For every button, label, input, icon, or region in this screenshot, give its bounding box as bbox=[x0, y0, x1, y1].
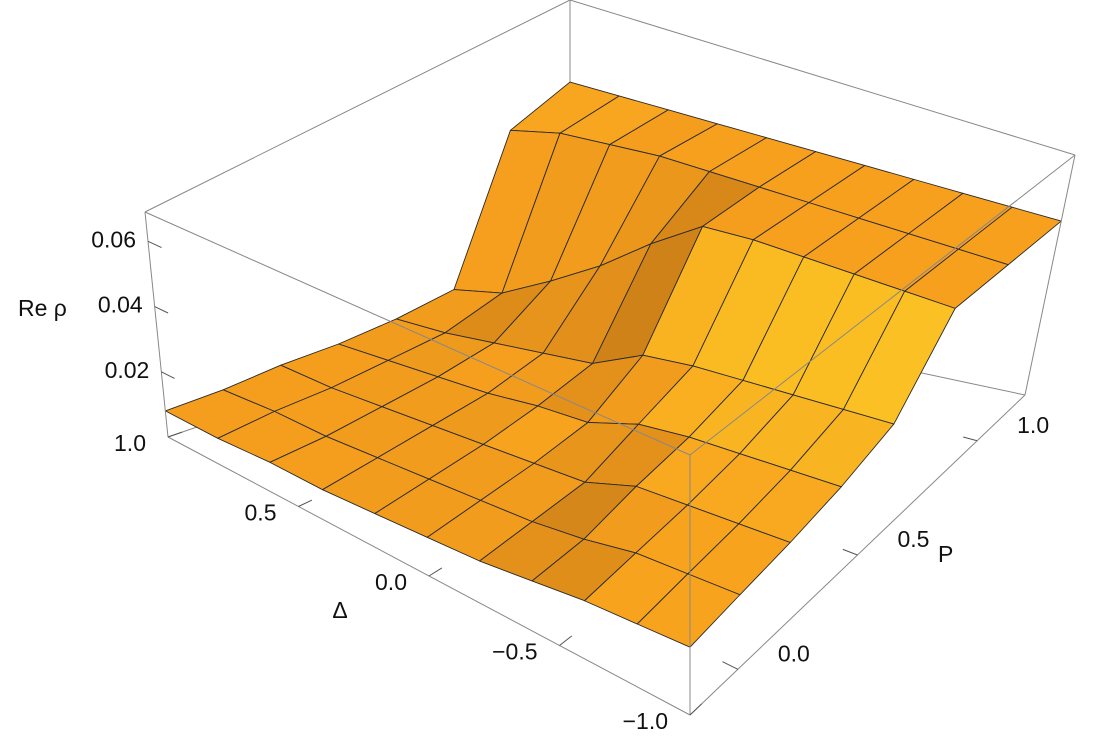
surface-patch bbox=[636, 573, 741, 648]
z-tick bbox=[147, 240, 162, 248]
x-tick bbox=[689, 703, 703, 716]
box-edge bbox=[1024, 154, 1076, 396]
y-tick-label: 1.0 bbox=[1017, 412, 1049, 438]
y-tick-label: 0.0 bbox=[778, 640, 810, 666]
box-edge bbox=[689, 154, 1076, 456]
z-tick-label: 0.02 bbox=[105, 357, 150, 383]
y-tick bbox=[722, 661, 739, 670]
z-axis-label: Re ρ bbox=[18, 295, 67, 321]
x-tick-label: 1.0 bbox=[114, 430, 146, 456]
x-tick bbox=[559, 635, 573, 646]
x-tick-label: −1.0 bbox=[623, 708, 668, 734]
y-tick bbox=[963, 436, 978, 442]
box-edge bbox=[144, 0, 571, 213]
x-tick bbox=[298, 499, 313, 507]
box-edge bbox=[144, 211, 169, 438]
z-tick bbox=[154, 306, 169, 314]
y-tick-label: 0.5 bbox=[898, 526, 930, 552]
y-axis-label: P bbox=[938, 541, 953, 567]
x-tick bbox=[167, 431, 183, 438]
z-tick bbox=[161, 371, 175, 379]
z-tick-label: 0.04 bbox=[98, 292, 143, 318]
x-tick-label: −0.5 bbox=[492, 639, 537, 665]
x-axis-label: Δ bbox=[332, 597, 347, 623]
x-tick bbox=[428, 567, 443, 577]
x-tick-label: 0.5 bbox=[245, 500, 277, 526]
x-tick-label: 0.0 bbox=[375, 569, 407, 595]
box-edge bbox=[569, 0, 1076, 156]
box-edge bbox=[144, 211, 691, 456]
z-tick-label: 0.06 bbox=[91, 226, 136, 252]
y-tick bbox=[842, 548, 858, 556]
